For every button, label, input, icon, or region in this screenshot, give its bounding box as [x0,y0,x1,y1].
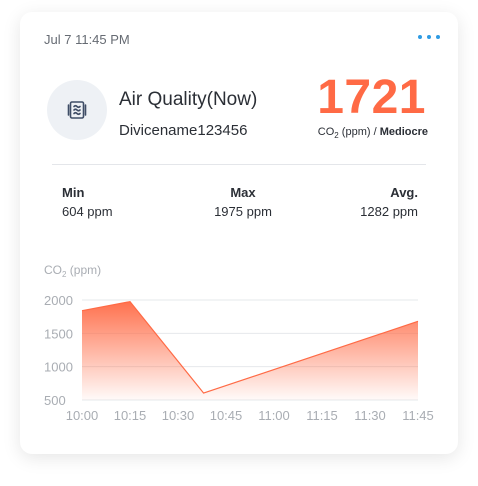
y-tick-label: 500 [44,393,66,408]
unit-status-label: CO2 (ppm) / Mediocre [318,126,428,140]
y-tick-label: 1000 [44,360,73,375]
stat-min: Min 604 ppm [62,185,113,219]
air-filter-icon [47,80,107,140]
stat-avg: Avg. 1282 ppm [360,185,418,219]
device-name: Divicename123456 [119,122,248,139]
stat-max: Max 1975 ppm [203,185,283,219]
stat-max-label: Max [230,185,256,200]
unit-suffix: (ppm) / [338,126,380,138]
x-tick-label: 10:30 [162,408,195,423]
timestamp: Jul 7 11:45 PM [44,32,130,47]
x-tick-label: 11:30 [354,408,386,423]
x-tick-label: 10:00 [66,408,99,423]
x-tick-label: 11:15 [306,408,338,423]
series-area [82,301,418,400]
current-value: 1721 [317,71,426,124]
x-tick-label: 11:00 [258,408,290,423]
y-tick-label: 1500 [44,326,73,341]
divider [52,164,426,165]
sensor-title: Air Quality(Now) [119,89,258,110]
y-tick-label: 2000 [44,293,73,308]
chart-y-label-sub: 2 [62,270,67,279]
x-tick-label: 11:45 [402,408,434,423]
series-line [81,301,419,394]
chart-y-label: CO2 (ppm) [44,263,101,279]
stat-max-value: 1975 ppm [214,204,272,219]
x-tick-label: 10:15 [114,408,147,423]
co2-area-chart: CO2 (ppm) 2000 1500 1000 500 10:00 10:15 10:3… [44,263,434,423]
more-horizontal-icon[interactable] [418,30,440,44]
stat-avg-value: 1282 ppm [360,204,418,219]
stat-min-label: Min [62,185,85,200]
unit-subscript: 2 [334,131,339,141]
x-tick-label: 10:45 [210,408,243,423]
air-quality-card: Jul 7 11:45 PM Air Quality(Now) Divicena… [20,12,458,454]
chart-y-label-prefix: CO [44,263,62,277]
chart-y-label-suffix: (ppm) [66,263,101,277]
unit-prefix: CO [317,126,335,138]
stat-min-value: 604 ppm [62,204,113,219]
status-text: Mediocre [379,126,428,138]
stat-avg-label: Avg. [390,185,418,200]
